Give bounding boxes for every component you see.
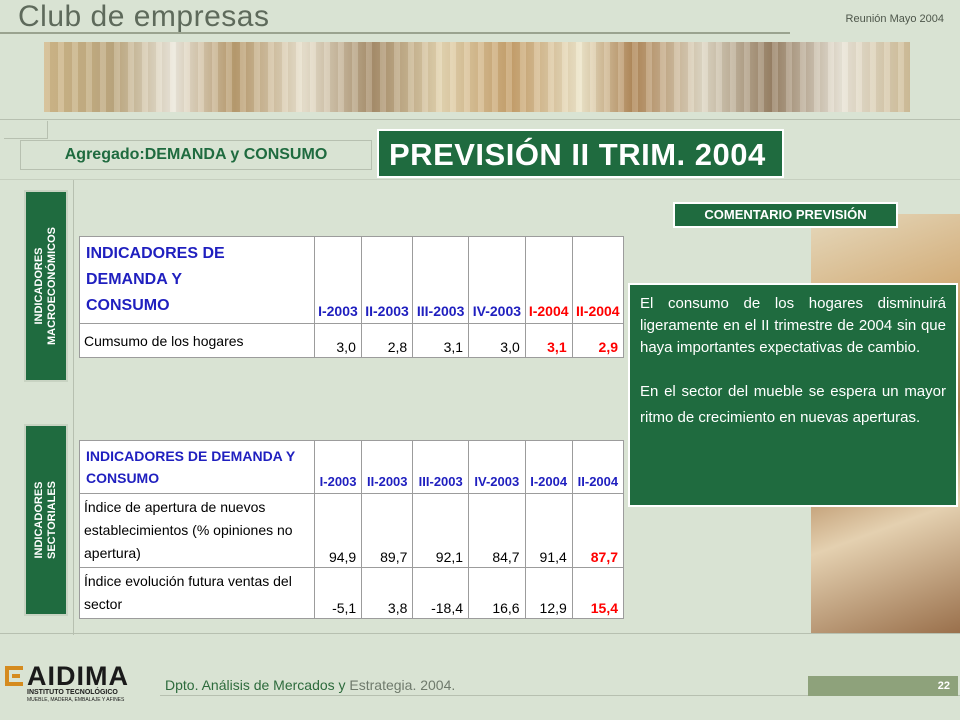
- macro-indicators-table: INDICADORES DE DEMANDA Y CONSUMO I-2003 …: [79, 236, 625, 358]
- comment-tab: COMENTARIO PREVISIÓN: [673, 202, 898, 228]
- table-title-line1: INDICADORES DE DEMANDA Y: [86, 245, 225, 288]
- sector-indicators-text: INDICADORES SECTORIALES: [33, 480, 58, 560]
- content-divider: [0, 179, 960, 180]
- table-cell: -5,1: [313, 567, 363, 619]
- table-header-row: INDICADORES DE DEMANDA Y CONSUMO I-2003 …: [79, 440, 625, 494]
- footer-rule: [160, 695, 960, 696]
- page-title: PREVISIÓN II TRIM. 2004: [377, 129, 784, 178]
- table-cell: 12,9: [524, 567, 573, 619]
- comment-box: El consumo de los hogares disminuirá lig…: [628, 283, 958, 507]
- table-cell: -18,4: [412, 567, 470, 619]
- table-cell: 15,4: [571, 567, 625, 619]
- table-title-cell: INDICADORES DE DEMANDA Y CONSUMO: [79, 440, 315, 494]
- header-photo-strip: [44, 42, 910, 112]
- table-cell: 2,8: [360, 323, 414, 358]
- column-header: III-2003: [412, 236, 470, 324]
- table-cell: 91,4: [524, 493, 573, 568]
- table-cell: 92,1: [412, 493, 470, 568]
- department-suffix: Estrategia. 2004.: [349, 677, 456, 693]
- table-cell: 84,7: [468, 493, 526, 568]
- row-label-line: establecimientos (% opiniones no: [84, 522, 293, 538]
- table-cell: 3,8: [361, 567, 414, 619]
- table-cell: 94,9: [313, 493, 363, 568]
- column-header: II-2004: [571, 440, 625, 494]
- logo-subtitle: INSTITUTO TECNOLÓGICO: [27, 689, 118, 696]
- table-cell: 3,1: [412, 323, 470, 358]
- macro-indicators-label: INDICADORES MACROECONÓMICOS: [24, 190, 68, 382]
- brand-title: Club de empresas: [18, 0, 270, 33]
- meeting-label: Reunión Mayo 2004: [845, 13, 944, 25]
- row-label-line: Índice de apertura de nuevos: [84, 499, 266, 515]
- table-row: Índice evolución futura ventas del secto…: [79, 567, 625, 619]
- page-number: 22: [808, 676, 958, 696]
- column-header: II-2003: [361, 440, 414, 494]
- comment-paragraph: En el sector del mueble se espera un may…: [640, 383, 946, 426]
- column-header: I-2003: [314, 236, 362, 324]
- row-label: Índice de apertura de nuevos establecimi…: [79, 493, 315, 568]
- row-label-line: Índice evolución futura ventas del: [84, 573, 292, 589]
- table-title-line2: CONSUMO: [86, 470, 160, 486]
- sector-indicators-table: INDICADORES DE DEMANDA Y CONSUMO I-2003 …: [79, 440, 625, 619]
- table-title-line1: INDICADORES DE DEMANDA Y: [86, 448, 296, 464]
- aidima-logo: AIDIMA INSTITUTO TECNOLÓGICO MUEBLE, MAD…: [5, 661, 145, 704]
- footer-divider: [0, 633, 960, 634]
- table-cell: 2,9: [571, 323, 625, 358]
- section-tab: Agregado:DEMANDA y CONSUMO: [20, 140, 372, 170]
- sector-indicators-label: INDICADORES SECTORIALES: [24, 424, 68, 616]
- band-divider: [0, 119, 960, 120]
- table-header-row: INDICADORES DE DEMANDA Y CONSUMO I-2003 …: [79, 236, 625, 324]
- column-header: IV-2003: [468, 440, 526, 494]
- comment-paragraph: El consumo de los hogares disminuirá lig…: [640, 295, 946, 356]
- column-header: III-2003: [412, 440, 470, 494]
- header-divider: [0, 32, 790, 34]
- logo-name: AIDIMA: [27, 661, 129, 691]
- corner-box: [4, 121, 48, 139]
- column-header: I-2004: [524, 236, 573, 324]
- logo-tagline: MUEBLE, MADERA, EMBALAJE Y AFINES: [27, 697, 125, 703]
- table-cell: 16,6: [468, 567, 526, 619]
- column-header: I-2003: [313, 440, 363, 494]
- department-label: Dpto. Análisis de Mercados y Estrategia.…: [165, 677, 455, 693]
- column-header: II-2004: [571, 236, 625, 324]
- row-label-line: apertura): [84, 545, 141, 561]
- row-label-line: sector: [84, 596, 123, 612]
- table-title-cell: INDICADORES DE DEMANDA Y CONSUMO: [79, 236, 315, 324]
- aidima-logo-icon: [5, 666, 23, 686]
- column-header: I-2004: [524, 440, 573, 494]
- row-label: Cumsumo de los hogares: [79, 323, 315, 358]
- table-row: Cumsumo de los hogares 3,0 2,8 3,1 3,0 3…: [79, 323, 625, 358]
- macro-indicators-text: INDICADORES MACROECONÓMICOS: [33, 227, 58, 345]
- table-cell: 87,7: [571, 493, 625, 568]
- table-cell: 3,0: [468, 323, 526, 358]
- row-label: Índice evolución futura ventas del secto…: [79, 567, 315, 619]
- table-cell: 3,0: [314, 323, 362, 358]
- department-main: Dpto. Análisis de Mercados y: [165, 677, 346, 693]
- table-row: Índice de apertura de nuevos establecimi…: [79, 493, 625, 568]
- table-cell: 89,7: [361, 493, 414, 568]
- column-header: IV-2003: [468, 236, 526, 324]
- table-title-line2: CONSUMO: [86, 297, 170, 314]
- left-column-rule: [73, 180, 74, 635]
- table-cell: 3,1: [524, 323, 573, 358]
- column-header: II-2003: [360, 236, 414, 324]
